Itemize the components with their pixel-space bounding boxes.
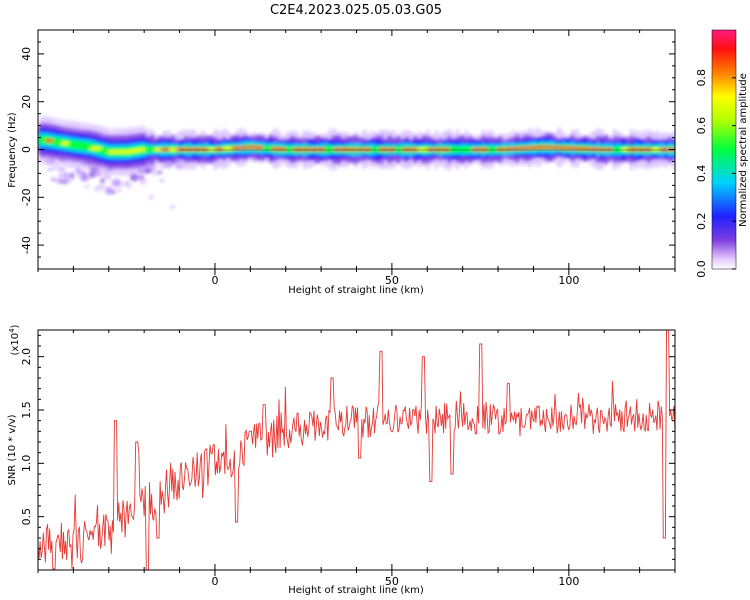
heatmap-blob: [48, 167, 53, 171]
spectrogram-y-axis-label: Frequency (Hz): [7, 112, 18, 188]
snr-y-tick-label: 2.0: [20, 348, 33, 366]
spectrogram-x-tick-label: 50: [385, 274, 399, 287]
heatmap-blob: [52, 140, 62, 144]
spectrogram-y-tick-label: 40: [20, 47, 33, 61]
colorbar-tick-label: 0.6: [695, 117, 708, 135]
heatmap-blob: [125, 181, 130, 185]
heatmap-blob: [582, 146, 592, 151]
heatmap-blob: [98, 148, 110, 153]
heatmap-blob: [190, 147, 204, 152]
heatmap-blob: [159, 178, 165, 183]
colorbar-gradient: [711, 29, 737, 270]
heatmap-blob: [315, 147, 329, 152]
heatmap-blob: [56, 177, 63, 185]
heatmap-blob: [58, 167, 66, 172]
spectrogram-y-tick-label: -40: [20, 236, 33, 254]
heatmap-blob: [611, 147, 624, 152]
heatmap-blob: [416, 147, 430, 152]
heatmap-blob: [80, 177, 90, 182]
colorbar-tick-label: 0.2: [695, 212, 708, 230]
heatmap-blob: [64, 174, 73, 183]
heatmap-blob: [348, 147, 358, 152]
heatmap-blob: [100, 177, 105, 184]
heatmap-blob: [144, 147, 157, 152]
heatmap-blob: [426, 147, 436, 152]
spectrogram-x-tick-label: 0: [211, 274, 218, 287]
heatmap-blob: [68, 142, 77, 147]
heatmap-blob: [116, 188, 122, 193]
spectrogram-panel: 0 50 100 -40 -20 0 20 40 Height of straight lin…: [7, 29, 676, 296]
heatmap-blob: [635, 147, 647, 152]
heatmap-blob: [496, 147, 506, 152]
snr-multiplier-label: (x104): [8, 324, 21, 355]
heatmap-blob: [88, 171, 96, 178]
heatmap-blob: [106, 176, 112, 181]
heatmap-blob: [84, 184, 91, 189]
heatmap-blob: [80, 171, 86, 176]
heatmap-blob: [105, 186, 113, 195]
heatmap-blob: [157, 170, 162, 175]
colorbar-label: Normalized spectral amplitude: [738, 73, 749, 227]
spectrogram-y-tick-label: -20: [20, 188, 33, 206]
snr-frame: [37, 329, 676, 571]
heatmap-blob: [107, 150, 117, 154]
spectrogram-x-tick-label: 100: [558, 274, 579, 287]
heatmap-blob: [185, 147, 194, 152]
heatmap-blob: [57, 172, 66, 180]
heatmap-blob: [125, 184, 133, 189]
heatmap-blob: [38, 138, 46, 142]
snr-y-tick-label: 1.5: [20, 401, 33, 419]
heatmap-blob: [120, 182, 126, 187]
heatmap-blob: [262, 146, 273, 151]
heatmap-blob: [291, 147, 306, 152]
heatmap-blob: [572, 146, 585, 151]
colorbar-tick-label: 0.8: [695, 69, 708, 87]
heatmap-blob: [51, 177, 56, 182]
heatmap-blob: [658, 147, 671, 152]
snr-x-tick-label: 100: [558, 575, 579, 588]
snr-y-tick-label: 0.5: [20, 508, 33, 526]
heatmap-blob: [96, 184, 107, 190]
heatmap-blob: [338, 147, 352, 152]
spectrogram-y-tick-label: 0: [20, 146, 33, 153]
heatmap-blob: [238, 145, 249, 150]
heatmap-blob: [270, 146, 280, 151]
heatmap-blob: [175, 147, 188, 152]
heatmap-blob: [597, 147, 607, 152]
snr-x-tick-label: 0: [211, 575, 218, 588]
heatmap-blob: [169, 204, 175, 209]
snr-x-tick-label: 50: [385, 575, 399, 588]
heatmap-blob: [132, 174, 138, 179]
heatmap-blob: [143, 169, 152, 174]
heatmap-blob: [302, 147, 311, 152]
heatmap-blob: [386, 147, 398, 152]
snr-y-axis-label: SNR (10 * v/v): [7, 414, 18, 485]
heatmap-blob: [75, 143, 86, 148]
heatmap-blob: [148, 195, 154, 200]
snr-series-line: [38, 330, 675, 570]
snr-x-axis-label: Height of straight line (km): [288, 585, 424, 596]
spectrogram-x-axis-label: Height of straight line (km): [288, 285, 424, 296]
heatmap-blob: [44, 138, 55, 143]
heatmap-blob: [230, 146, 242, 150]
heatmap-blob: [111, 178, 122, 187]
heatmap-blob: [89, 146, 103, 151]
snr-panel: 0 50 100 0.5 1.0 1.5 2.0 Height of straight li…: [7, 324, 676, 596]
figure-title: C2E4.2023.025.05.03.G05: [270, 3, 442, 18]
heatmap-blob: [200, 147, 210, 152]
heatmap-blob: [356, 147, 365, 152]
colorbar: 0.0 0.2 0.4 0.6 0.8 Normalized spectral ampl…: [695, 29, 749, 278]
spectrogram-y-tick-label: 20: [20, 95, 33, 109]
heatmap-blob: [138, 176, 144, 181]
colorbar-tick-label: 0.4: [695, 165, 708, 183]
snr-y-tick-label: 1.0: [20, 455, 33, 473]
heatmap-blob: [325, 147, 335, 152]
heatmap-blob: [487, 147, 500, 152]
heatmap-blob: [643, 147, 655, 152]
heatmap-blob: [60, 141, 70, 146]
heatmap-blob: [152, 171, 158, 176]
colorbar-tick-label: 0.0: [695, 260, 708, 278]
